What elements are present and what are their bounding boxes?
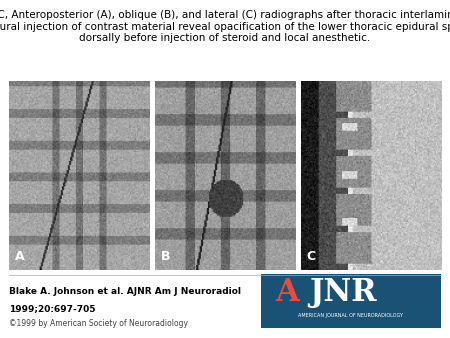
Text: C: C [306,250,315,263]
Text: A–C, Anteroposterior (A), oblique (B), and lateral (C) radiographs after thoraci: A–C, Anteroposterior (A), oblique (B), a… [0,10,450,43]
Text: AMERICAN JOURNAL OF NEURORADIOLOGY: AMERICAN JOURNAL OF NEURORADIOLOGY [298,313,404,318]
Text: Blake A. Johnson et al. AJNR Am J Neuroradiol: Blake A. Johnson et al. AJNR Am J Neuror… [9,287,241,296]
Text: A: A [275,277,299,308]
Text: B: B [160,250,170,263]
Text: 1999;20:697-705: 1999;20:697-705 [9,304,95,313]
Text: JNR: JNR [310,277,377,308]
Text: ©1999 by American Society of Neuroradiology: ©1999 by American Society of Neuroradiol… [9,319,188,328]
Text: A: A [14,250,24,263]
